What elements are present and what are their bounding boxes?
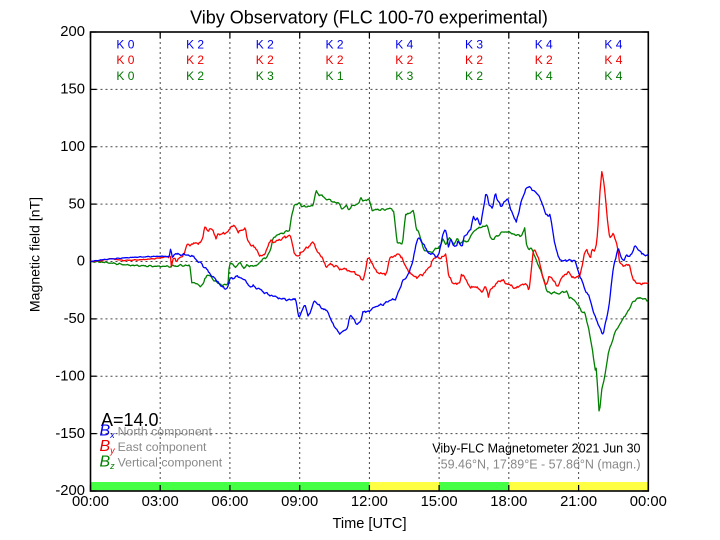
svg-text:K 2: K 2 bbox=[186, 69, 204, 83]
svg-text:Viby-FLC Magnetometer 2021 Jun: Viby-FLC Magnetometer 2021 Jun 30 bbox=[432, 441, 640, 455]
svg-text:K 2: K 2 bbox=[256, 53, 274, 67]
svg-text:K 3: K 3 bbox=[395, 69, 413, 83]
svg-text:03:00: 03:00 bbox=[142, 494, 179, 510]
svg-text:Vertical component: Vertical component bbox=[118, 456, 223, 470]
svg-text:K 4: K 4 bbox=[604, 37, 622, 51]
svg-text:00:00: 00:00 bbox=[630, 494, 667, 510]
svg-text:59.46°N, 17.89°E - 57.86°N (ma: 59.46°N, 17.89°E - 57.86°N (magn.) bbox=[441, 457, 641, 471]
svg-text:K 1: K 1 bbox=[325, 69, 343, 83]
svg-text:-50: -50 bbox=[64, 311, 85, 327]
svg-text:-100: -100 bbox=[55, 368, 85, 384]
svg-text:K 2: K 2 bbox=[535, 53, 553, 67]
svg-text:K 0: K 0 bbox=[116, 53, 134, 67]
svg-text:K 2: K 2 bbox=[465, 69, 483, 83]
svg-text:Viby Observatory (FLC 100-70 e: Viby Observatory (FLC 100-70 experimenta… bbox=[190, 8, 548, 28]
svg-text:K 4: K 4 bbox=[604, 53, 622, 67]
svg-text:Time [UTC]: Time [UTC] bbox=[332, 516, 406, 532]
svg-text:-200: -200 bbox=[55, 483, 85, 499]
svg-text:East component: East component bbox=[118, 440, 207, 454]
svg-text:-150: -150 bbox=[55, 426, 85, 442]
svg-text:North component: North component bbox=[118, 425, 213, 439]
svg-text:A=14.0: A=14.0 bbox=[101, 410, 159, 430]
svg-text:50: 50 bbox=[69, 196, 85, 212]
svg-text:K 4: K 4 bbox=[535, 37, 553, 51]
svg-text:09:00: 09:00 bbox=[281, 494, 318, 510]
svg-text:K 2: K 2 bbox=[256, 37, 274, 51]
svg-text:200: 200 bbox=[60, 24, 85, 40]
svg-text:150: 150 bbox=[60, 82, 85, 98]
svg-text:K 2: K 2 bbox=[186, 37, 204, 51]
svg-text:K 4: K 4 bbox=[535, 69, 553, 83]
svg-text:K 0: K 0 bbox=[116, 37, 134, 51]
svg-text:18:00: 18:00 bbox=[490, 494, 527, 510]
svg-text:K 0: K 0 bbox=[116, 69, 134, 83]
svg-text:100: 100 bbox=[60, 139, 85, 155]
svg-text:K 2: K 2 bbox=[395, 53, 413, 67]
svg-text:K 4: K 4 bbox=[395, 37, 413, 51]
svg-text:K 4: K 4 bbox=[604, 69, 622, 83]
svg-text:K 2: K 2 bbox=[186, 53, 204, 67]
svg-text:21:00: 21:00 bbox=[560, 494, 597, 510]
svg-text:15:00: 15:00 bbox=[421, 494, 458, 510]
svg-text:12:00: 12:00 bbox=[351, 494, 388, 510]
svg-text:00:00: 00:00 bbox=[72, 494, 109, 510]
svg-text:K 2: K 2 bbox=[465, 53, 483, 67]
svg-text:0: 0 bbox=[77, 254, 85, 270]
svg-text:06:00: 06:00 bbox=[211, 494, 248, 510]
svg-text:K 3: K 3 bbox=[465, 37, 483, 51]
svg-text:K 2: K 2 bbox=[325, 37, 343, 51]
svg-text:K 2: K 2 bbox=[325, 53, 343, 67]
svg-text:Magnetic field [nT]: Magnetic field [nT] bbox=[27, 197, 43, 312]
svg-text:K 3: K 3 bbox=[256, 69, 274, 83]
